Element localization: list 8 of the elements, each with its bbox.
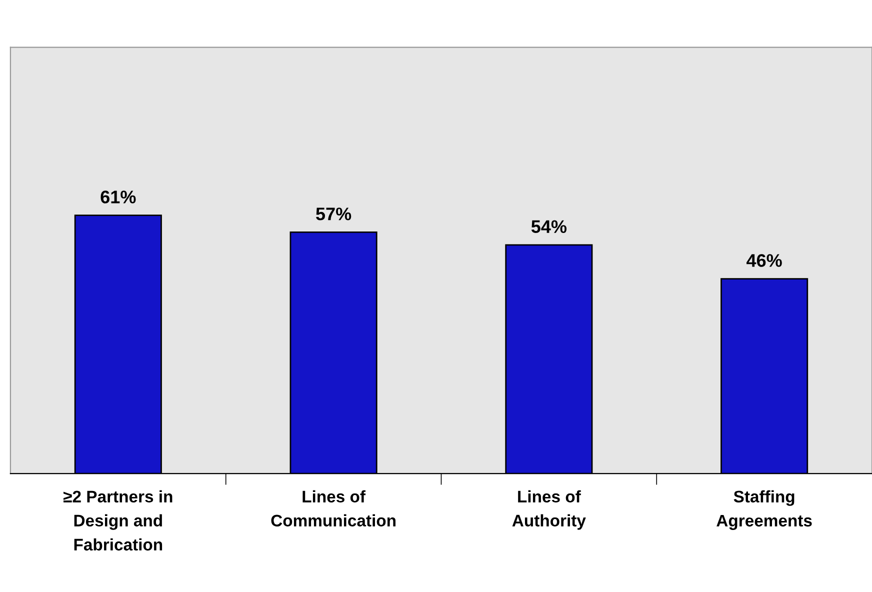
data-label: 54%	[531, 220, 567, 234]
data-label: 57%	[316, 208, 352, 220]
x-tick-label: Staffing Agreements	[716, 490, 812, 530]
x-tick-label: ≥2 Partners in Design and Fabrication	[64, 490, 172, 551]
x-tick-label: Lines of Authority	[512, 490, 586, 530]
data-label: 61%	[100, 190, 136, 204]
data-label: 46%	[746, 254, 782, 267]
x-tick-label: Lines of Communication	[271, 490, 396, 526]
